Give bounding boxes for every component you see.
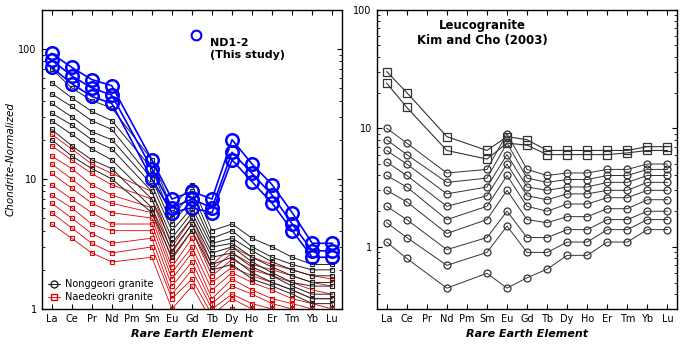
Text: Leucogranite
Kim and Cho (2003): Leucogranite Kim and Cho (2003) (417, 19, 547, 47)
Y-axis label: Chondrite-Normalized: Chondrite-Normalized (5, 102, 16, 216)
Legend: Nonggeori granite, Naedeokri granite: Nonggeori granite, Naedeokri granite (46, 277, 155, 304)
X-axis label: Rare Earth Element: Rare Earth Element (131, 329, 253, 339)
X-axis label: Rare Earth Element: Rare Earth Element (466, 329, 588, 339)
Text: ND1-2
(This study): ND1-2 (This study) (210, 38, 285, 60)
